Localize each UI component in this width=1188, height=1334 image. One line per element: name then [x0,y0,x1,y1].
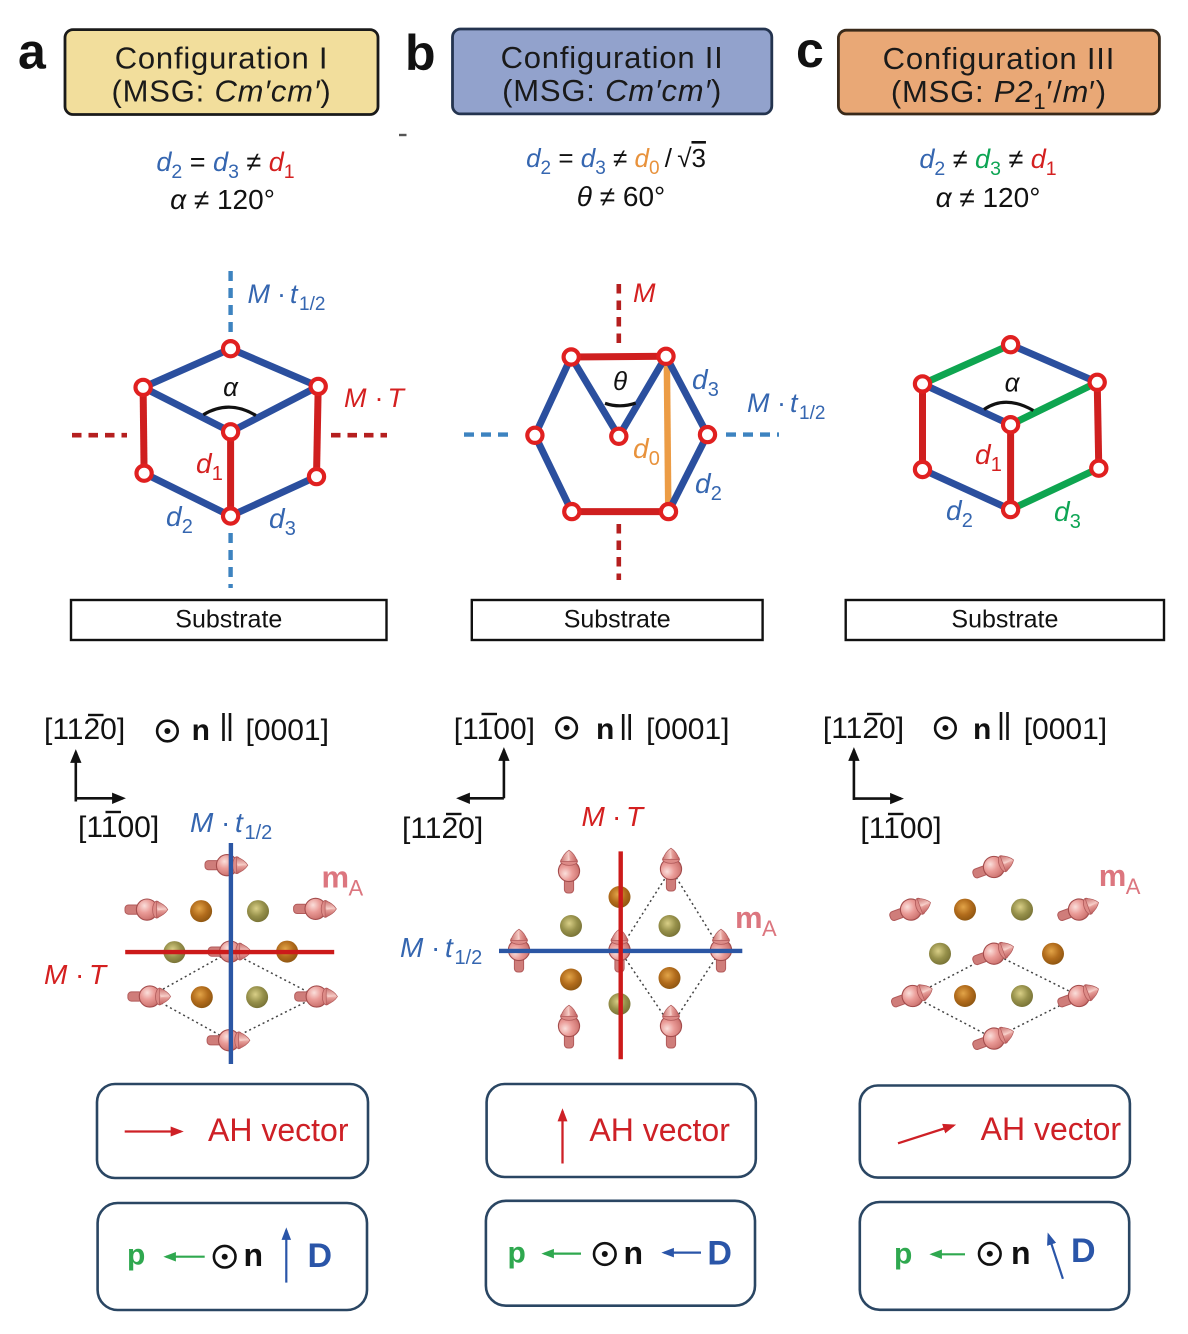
svg-text:d2 ≠ d3 ≠ d1: d2 ≠ d3 ≠ d1 [919,144,1056,180]
svg-text:·: · [221,807,230,838]
svg-text:(MSG: Cm′cm′): (MSG: Cm′cm′) [502,73,722,108]
svg-text:Configuration I: Configuration I [115,41,329,76]
svg-text:1/2: 1/2 [799,403,825,424]
svg-text:[1120]: [1120] [402,812,483,845]
svg-text:2: 2 [182,516,193,538]
svg-text:T: T [388,383,407,413]
svg-text:d: d [196,448,213,479]
svg-text:d: d [692,364,709,395]
svg-text:n: n [1011,1235,1031,1271]
svg-text:d2 = d3 ≠ d0 / √3: d2 = d3 ≠ d0 / √3 [526,143,706,179]
svg-text:3: 3 [708,379,719,401]
svg-text:n: n [596,713,614,746]
svg-text:d2 = d3 ≠ d1: d2 = d3 ≠ d1 [156,147,294,183]
svg-text:α: α [223,372,239,402]
svg-text:d: d [946,495,963,526]
svg-text:p: p [894,1238,912,1271]
svg-text:1: 1 [212,463,223,485]
svg-text:m: m [1099,858,1127,893]
svg-text:n: n [973,713,991,746]
svg-text:Configuration III: Configuration III [883,41,1115,76]
svg-text:a: a [18,24,47,80]
svg-text:M: M [190,807,214,838]
svg-text:·: · [277,279,286,309]
svg-text:M: M [400,932,424,963]
svg-text:α ≠ 120°: α ≠ 120° [170,184,275,215]
svg-text:1/2: 1/2 [455,947,483,969]
svg-text:D: D [308,1237,333,1275]
svg-text:1: 1 [991,454,1002,476]
svg-text:·: · [375,383,384,413]
svg-text:[1120]: [1120] [44,713,125,746]
svg-text:α: α [1005,368,1021,398]
svg-text:t: t [790,388,799,418]
svg-text:0: 0 [649,448,660,470]
svg-text:·: · [612,801,621,832]
svg-text:·: · [75,959,84,990]
svg-text:c: c [796,22,824,78]
svg-text:t: t [235,807,244,838]
svg-text:α ≠ 120°: α ≠ 120° [936,182,1041,213]
svg-text:p: p [508,1237,526,1270]
svg-text:AH vector: AH vector [981,1111,1122,1147]
svg-text:D: D [1071,1232,1096,1270]
svg-text:M: M [633,278,656,308]
svg-text:(MSG: Cm′cm′): (MSG: Cm′cm′) [111,74,331,109]
svg-text:p: p [127,1239,145,1272]
svg-text:M: M [248,279,271,309]
svg-text:[1120]: [1120] [823,712,904,745]
svg-text:D: D [707,1235,732,1273]
svg-text:M: M [44,959,68,990]
svg-text:M: M [344,383,367,413]
svg-text:(MSG: P21′/m′): (MSG: P21′/m′) [891,74,1107,114]
svg-text:θ: θ [613,366,627,396]
svg-text:d: d [695,468,712,499]
svg-text:A: A [1126,874,1141,899]
svg-text:m: m [322,860,350,895]
svg-text:d: d [975,439,992,470]
svg-text:3: 3 [285,518,296,540]
svg-text:b: b [405,25,436,81]
svg-text:Configuration II: Configuration II [501,40,724,75]
svg-text:A: A [762,916,777,941]
svg-text:T: T [626,801,645,832]
svg-text:d: d [166,501,183,532]
svg-text:t: t [290,279,299,309]
svg-text:d: d [633,433,650,464]
svg-text:d: d [269,503,286,534]
svg-text:Substrate: Substrate [564,606,671,634]
svg-text:n: n [244,1237,264,1273]
svg-text:θ ≠ 60°: θ ≠ 60° [577,181,665,212]
svg-text:[0001]: [0001] [246,714,329,747]
svg-text:AH vector: AH vector [589,1112,730,1148]
svg-text:AH vector: AH vector [208,1112,349,1148]
svg-text:2: 2 [962,510,973,532]
svg-text:3: 3 [1070,511,1081,533]
svg-text:[1100]: [1100] [78,811,159,844]
svg-text:1/2: 1/2 [299,294,325,315]
svg-text:d: d [1054,496,1071,527]
svg-text:M: M [747,388,770,418]
svg-text:·: · [431,932,440,963]
svg-text:1/2: 1/2 [245,822,273,844]
svg-text:n: n [624,1235,644,1271]
svg-text:M: M [582,801,606,832]
svg-text:n: n [192,714,210,747]
svg-text:t: t [445,932,454,963]
svg-text:T: T [89,959,108,990]
svg-text:[1100]: [1100] [860,812,941,845]
svg-text:2: 2 [711,483,722,505]
svg-text:Substrate: Substrate [175,606,282,634]
svg-text:[1100]: [1100] [454,713,535,746]
svg-text:m: m [735,900,763,935]
svg-text:[0001]: [0001] [1024,713,1107,746]
svg-text:[0001]: [0001] [646,713,729,746]
svg-text:Substrate: Substrate [951,606,1058,634]
svg-text:A: A [349,876,364,901]
svg-text:·: · [777,388,786,418]
